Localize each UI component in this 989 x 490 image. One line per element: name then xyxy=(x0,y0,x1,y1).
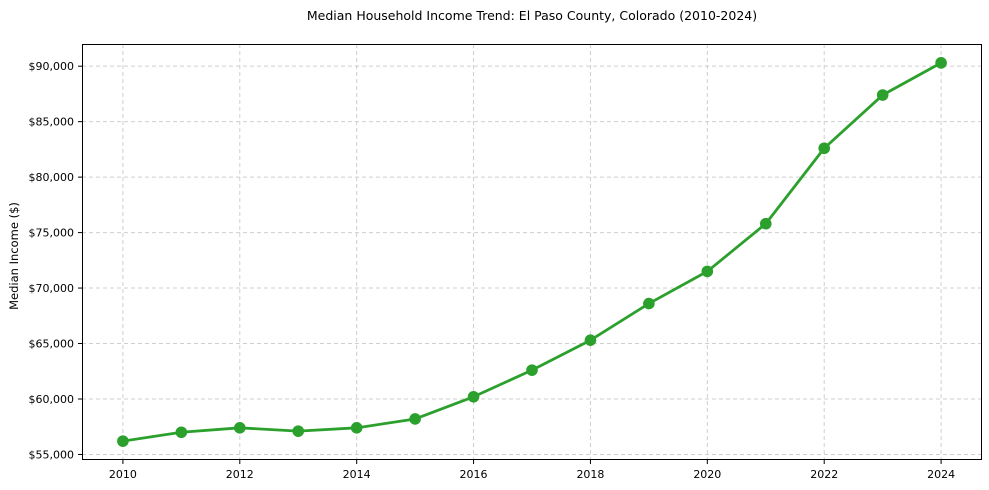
y-tick-label: $70,000 xyxy=(29,282,75,295)
data-point xyxy=(350,422,363,434)
data-point xyxy=(409,413,421,425)
y-tick-label: $90,000 xyxy=(29,60,75,73)
data-point xyxy=(876,89,889,101)
data-point xyxy=(759,217,772,230)
data-point xyxy=(233,422,246,434)
x-tick-label: 2022 xyxy=(810,468,838,481)
y-tick-label: $85,000 xyxy=(29,116,75,129)
data-point xyxy=(526,364,538,376)
chart-title: Median Household Income Trend: El Paso C… xyxy=(306,8,758,23)
data-point xyxy=(701,265,714,278)
data-point xyxy=(584,334,597,346)
data-point xyxy=(643,297,655,310)
x-tick-label: 2014 xyxy=(343,468,371,481)
x-tick-label: 2012 xyxy=(226,468,254,481)
x-tick-label: 2016 xyxy=(460,468,488,481)
y-tick-label: $55,000 xyxy=(29,448,75,461)
y-tick-label: $80,000 xyxy=(29,171,75,184)
data-point xyxy=(935,57,947,69)
plot-border xyxy=(82,44,982,460)
data-point xyxy=(818,142,831,155)
x-tick-label: 2018 xyxy=(576,468,604,481)
x-tick-label: 2020 xyxy=(693,468,721,481)
y-tick-label: $65,000 xyxy=(29,338,75,351)
x-tick-label: 2024 xyxy=(927,468,955,481)
x-tick-label: 2010 xyxy=(109,468,137,481)
data-point xyxy=(292,425,305,437)
data-point xyxy=(117,435,129,447)
y-tick-label: $75,000 xyxy=(29,227,75,240)
line-series xyxy=(121,61,943,443)
y-tick-label: $60,000 xyxy=(29,393,75,406)
data-point xyxy=(467,390,480,403)
data-point xyxy=(175,426,188,439)
